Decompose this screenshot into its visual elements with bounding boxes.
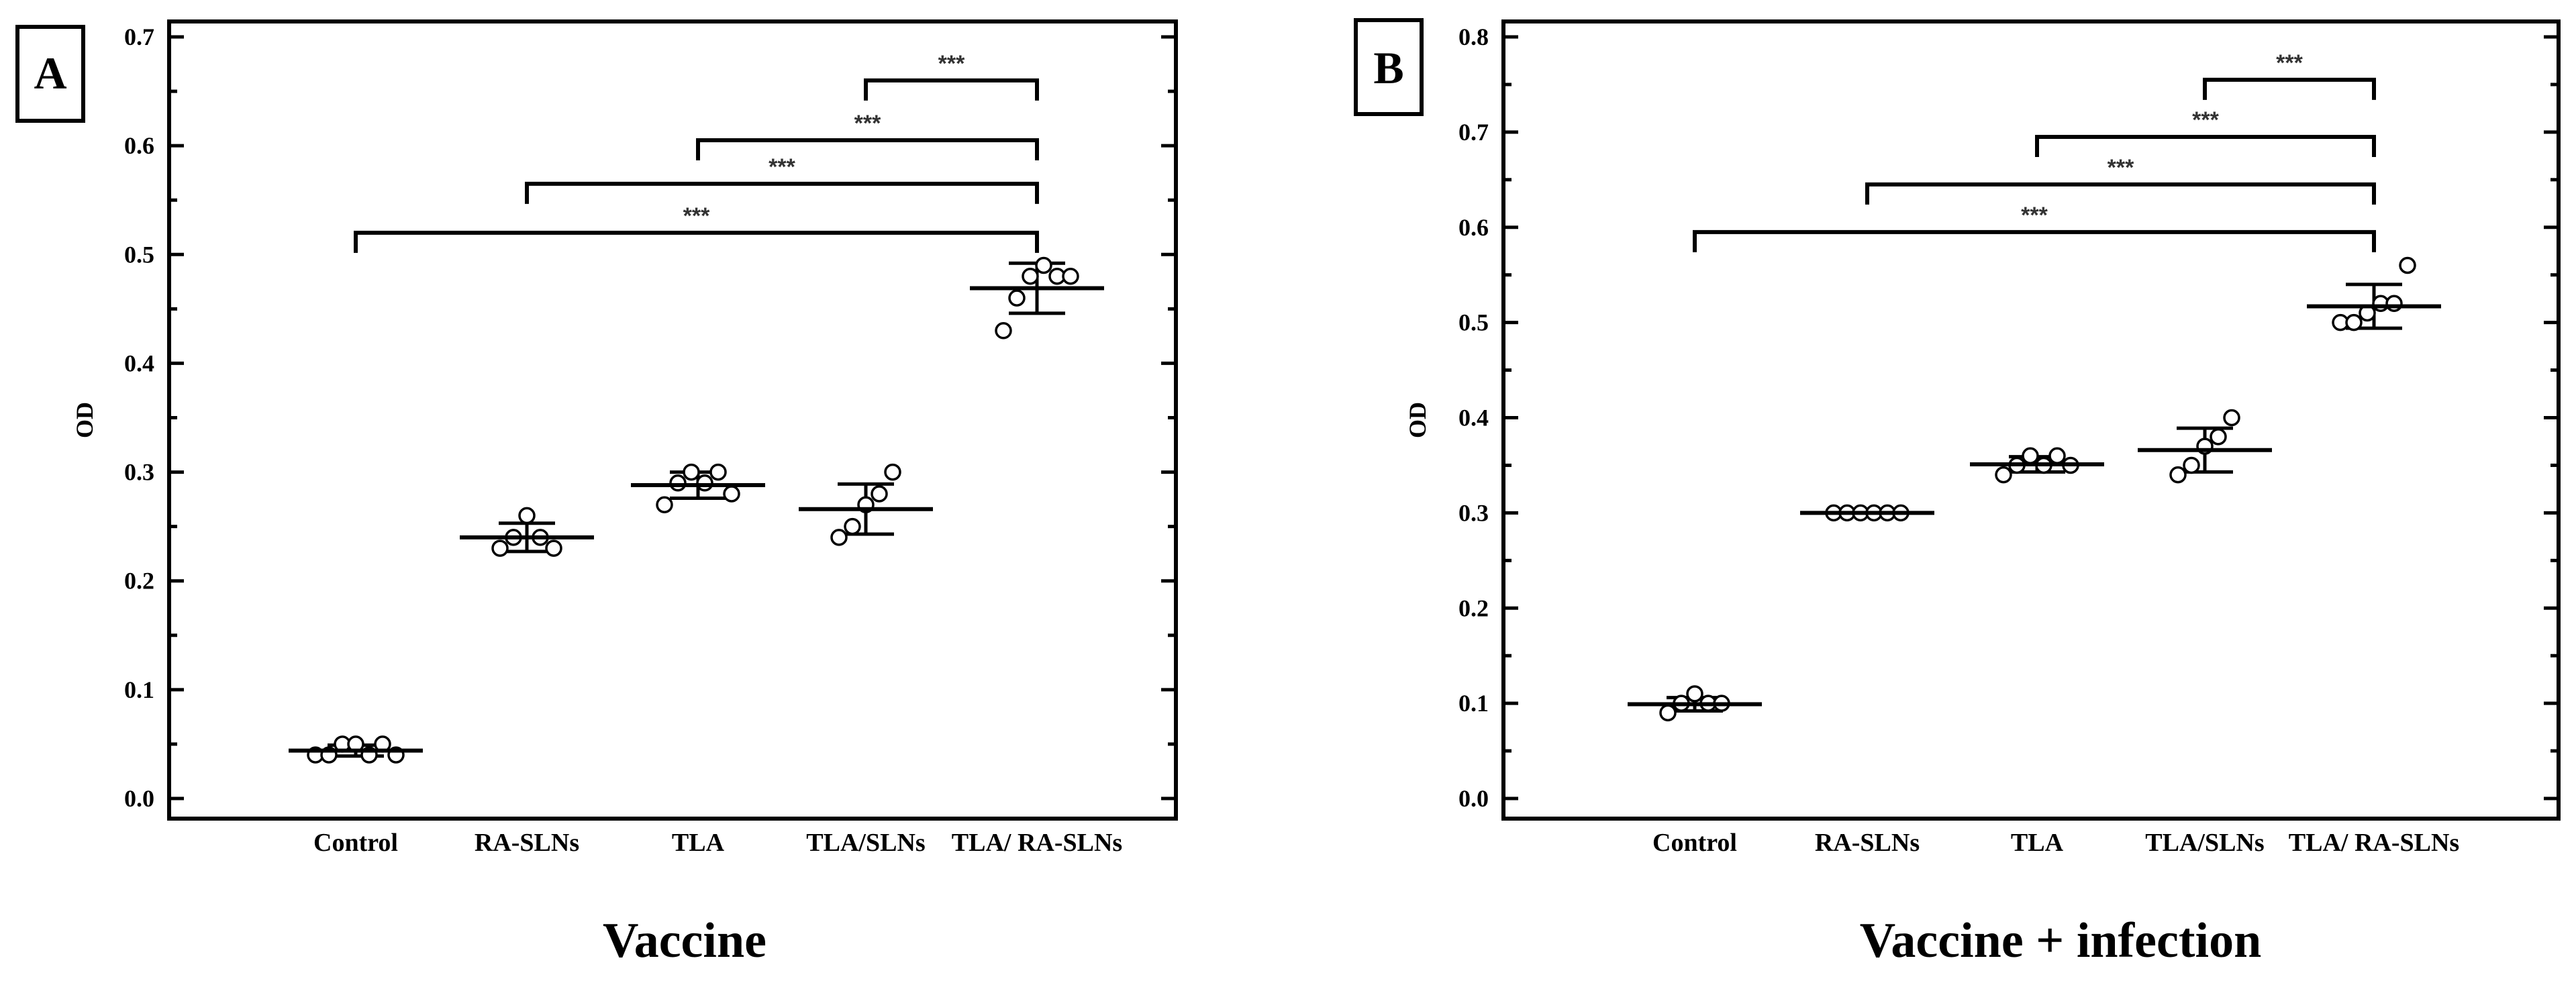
- panel-a-significance-bracket: [525, 181, 1039, 204]
- panel-a-x-tick-label: TLA/ RA-SLNs: [952, 829, 1122, 857]
- panel-b-x-tick-label: TLA/SLNs: [2145, 829, 2264, 857]
- panel-a-data-point: [844, 517, 861, 535]
- panel-a-data-point: [709, 463, 727, 481]
- panel-b-data-point: [1995, 466, 2012, 484]
- panel-b-significance-bracket: [1865, 182, 2376, 205]
- panel-b-data-point: [2385, 295, 2403, 312]
- panel-b-data-point: [2169, 466, 2187, 484]
- panel-b-label-box: [1354, 18, 1424, 116]
- panel-b-y-tick-label: 0.7: [1458, 119, 1489, 146]
- panel-a-chart: A OD Vaccine 0.0 0.1 0.2 0.3 0.4 0.5 0.6 0.7 Co…: [15, 19, 1178, 968]
- panel-b-data-point: [1686, 685, 1703, 703]
- panel-a-label-box: [15, 25, 85, 123]
- panel-b-chart: B OD Vaccine + infection 0.0 0.1 0.2 0.3 0.4…: [1354, 18, 2561, 968]
- panel-a-x-axis-title: Vaccine: [603, 913, 766, 968]
- panel-a-x-tick-label: TLA/SLNs: [806, 829, 925, 857]
- panel-a-x-tick-label: Control: [313, 829, 398, 857]
- panel-b-significance-label: ***: [2276, 50, 2303, 76]
- panel-a-data-marks: [289, 256, 1104, 764]
- panel-a-significance-label: ***: [854, 111, 881, 136]
- panel-a-y-axis-label: OD: [71, 402, 98, 438]
- panel-a-data-point: [491, 539, 509, 557]
- panel-a-significance-label: ***: [938, 51, 965, 76]
- panel-b-x-axis-title: Vaccine + infection: [1860, 913, 2261, 968]
- panel-a-data-point: [995, 322, 1012, 340]
- panel-a-x-tick-label: TLA: [672, 829, 725, 857]
- panel-b-data-point: [2399, 256, 2416, 274]
- panel-a-y-tick-label: 0.0: [124, 785, 154, 812]
- panel-b-data-point: [2345, 313, 2363, 331]
- panel-b-y-tick-label: 0.3: [1458, 499, 1489, 526]
- panel-b-data-point: [2183, 456, 2200, 474]
- panel-a-label: A: [34, 48, 66, 99]
- panel-b-y-tick-label: 0.1: [1458, 690, 1489, 717]
- panel-a-plot-frame: [167, 19, 1178, 821]
- panel-a-x-axis: Control RA-SLNs TLA TLA/SLNs TLA/ RA-SLNs: [313, 829, 1122, 857]
- panel-a-data-point: [871, 485, 888, 503]
- panel-b-data-point: [1659, 704, 1677, 722]
- panel-a-data-point: [656, 496, 673, 513]
- panel-b-significance-label: ***: [2108, 155, 2134, 180]
- panel-a-y-tick-label: 0.2: [124, 568, 154, 595]
- panel-a-data-point: [1062, 267, 1079, 285]
- panel-b-y-tick-label: 0.5: [1458, 309, 1489, 336]
- panel-b-y-tick-label: 0.8: [1458, 23, 1489, 50]
- panel-a-data-point: [830, 529, 848, 546]
- panel-a-y-tick-label: 0.4: [124, 350, 154, 376]
- panel-b-data-point: [2022, 447, 2039, 464]
- panel-b-y-tick-label: 0.0: [1458, 785, 1489, 812]
- panel-b-y-axis-label: OD: [1404, 402, 1431, 438]
- panel-b-x-tick-label: TLA/ RA-SLNs: [2289, 829, 2459, 857]
- panel-a-y-tick-label: 0.1: [124, 676, 154, 703]
- panel-a-data-point: [696, 474, 713, 492]
- panel-a-y-tick-label: 0.5: [124, 241, 154, 268]
- panel-b-label: B: [1373, 42, 1403, 93]
- panel-a-data-point: [683, 463, 700, 481]
- panel-b-data-point: [2210, 428, 2227, 446]
- panel-a-y-tick-label: 0.6: [124, 132, 154, 159]
- panel-a-data-point: [669, 474, 687, 492]
- panel-b-significance-label: ***: [2021, 203, 2048, 228]
- panel-b-y-tick-label: 0.6: [1458, 214, 1489, 241]
- panel-a-data-point: [723, 485, 740, 503]
- panel-b-significance-bracket: [2035, 134, 2376, 157]
- panel-a-data-point: [1022, 267, 1039, 285]
- panel-a-significance-label: ***: [769, 154, 795, 180]
- panel-a-data-point: [1035, 256, 1052, 274]
- panel-b-plot-frame: [1501, 19, 2561, 821]
- panel-a-significance-label: ***: [683, 203, 710, 229]
- panel-b-x-tick-label: RA-SLNs: [1815, 829, 1920, 857]
- panel-b-data-point: [2223, 409, 2240, 427]
- panel-a-significance-brackets: *** *** *** ***: [354, 51, 1039, 253]
- panel-a-data-point: [884, 463, 901, 481]
- panel-a-significance-bracket: [354, 230, 1039, 253]
- panel-b-y-tick-label: 0.2: [1458, 595, 1489, 621]
- panel-a-significance-bracket: [864, 78, 1039, 101]
- panel-b-significance-bracket: [1693, 229, 2376, 252]
- panel-a-y-tick-label: 0.7: [124, 23, 154, 50]
- panel-b-data-marks: [1628, 256, 2441, 722]
- panel-b-data-point: [2048, 447, 2066, 464]
- panel-b-y-axis: 0.0 0.1 0.2 0.3 0.4 0.5 0.6 0.7 0.8: [1458, 23, 2559, 812]
- panel-a-x-tick-label: RA-SLNs: [475, 829, 579, 857]
- panel-a-data-point: [518, 507, 536, 525]
- panel-a-y-axis: 0.0 0.1 0.2 0.3 0.4 0.5 0.6 0.7: [124, 23, 1176, 812]
- panel-b-x-axis: Control RA-SLNs TLA TLA/SLNs TLA/ RA-SLNs: [1652, 829, 2459, 857]
- panel-b-y-tick-label: 0.4: [1458, 405, 1489, 431]
- panel-b-significance-label: ***: [2192, 107, 2219, 133]
- panel-a-significance-bracket: [696, 138, 1039, 161]
- panel-b-significance-brackets: *** *** *** ***: [1693, 50, 2376, 252]
- panel-b-x-tick-label: Control: [1652, 829, 1737, 857]
- panel-a-data-point: [545, 539, 562, 557]
- panel-a-data-point: [1008, 289, 1026, 307]
- panel-b-x-tick-label: TLA: [2011, 829, 2064, 857]
- panel-a-y-tick-label: 0.3: [124, 459, 154, 486]
- panel-b-significance-bracket: [2203, 77, 2376, 100]
